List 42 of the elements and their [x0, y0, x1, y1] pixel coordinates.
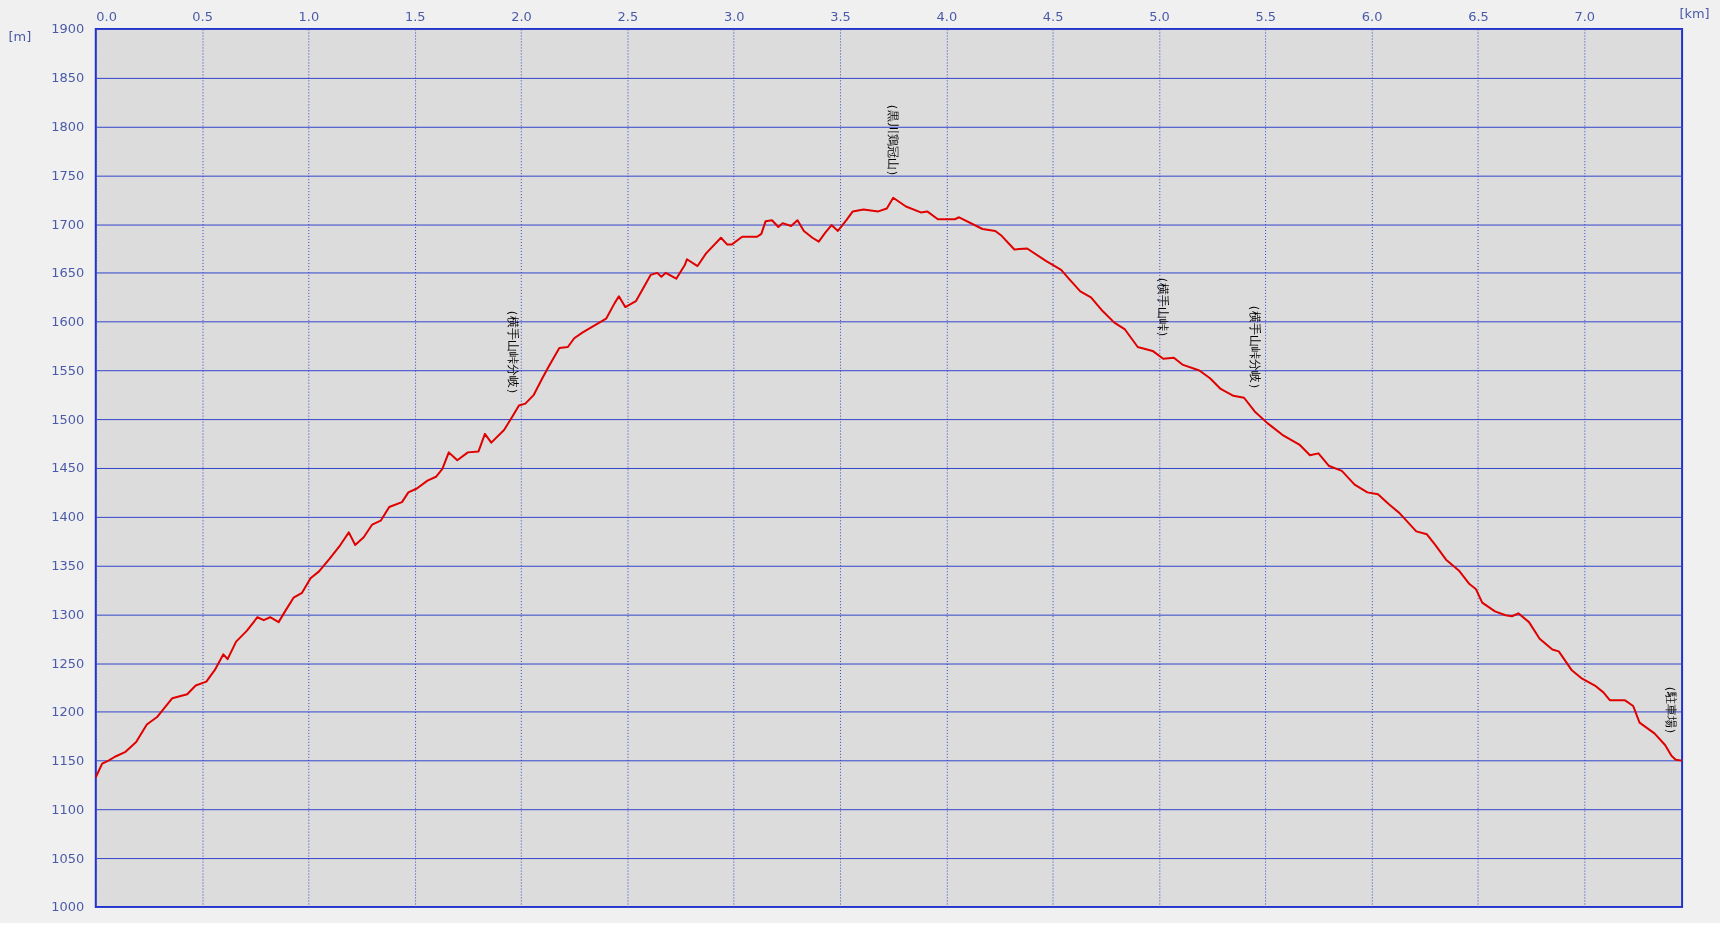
line-series: [94, 196, 1684, 779]
x-tick-label: 4.5: [1042, 8, 1064, 24]
y-tick-label: 1750: [51, 167, 85, 183]
x-axis-title: [km]: [1679, 5, 1710, 21]
y-tick-label: 1650: [51, 265, 85, 281]
y-tick-label: 1050: [51, 850, 85, 866]
y-tick-label: 1300: [51, 606, 85, 622]
y-tick-label: 1500: [51, 411, 85, 427]
x-tick-label: 6.5: [1468, 8, 1489, 24]
x-tick-label: 0.0: [96, 8, 117, 24]
y-tick-label: 1200: [51, 704, 85, 720]
x-tick-label: 0.5: [192, 8, 213, 24]
x-tick-label: 5.0: [1149, 8, 1170, 24]
x-tick-label: 1.5: [404, 8, 426, 24]
x-tick-label: 3.0: [723, 8, 745, 24]
y-tick-label: 1900: [51, 21, 85, 37]
x-tick-label: 7.0: [1574, 8, 1596, 24]
y-tick-label: 1450: [51, 460, 85, 476]
y-tick-label: 1250: [51, 655, 85, 671]
y-tick-label: 1100: [51, 801, 85, 817]
y-tick-label: 1350: [51, 558, 85, 574]
x-tick-label: 3.5: [830, 8, 851, 24]
y-tick-label: 1550: [51, 362, 85, 378]
x-tick-label: 4.0: [936, 8, 958, 24]
y-tick-label: 1400: [51, 509, 85, 525]
y-tick-label: 1850: [51, 70, 85, 86]
y-tick-label: 1800: [51, 119, 85, 135]
y-tick-label: 1600: [51, 314, 85, 330]
x-tick-label: 5.5: [1255, 8, 1277, 24]
y-tick-label: 1700: [51, 216, 85, 232]
annotation: （横手山峠分岐）: [1247, 299, 1262, 396]
annotation: （横手山峠）: [1156, 270, 1171, 343]
annotation: （駐車場）: [1664, 679, 1679, 740]
annotation: （黒川鶏冠山）: [886, 97, 901, 182]
y-axis-title: [m]: [8, 29, 32, 45]
x-tick-label: 2.0: [511, 8, 532, 24]
y-tick-label: 1000: [51, 899, 85, 915]
x-tick-label: 2.5: [617, 8, 639, 24]
x-tick-label: 1.0: [298, 8, 320, 24]
annotation: （横手山峠分岐）: [505, 304, 520, 401]
x-tick-label: 6.0: [1361, 8, 1383, 24]
y-tick-label: 1150: [51, 753, 85, 769]
